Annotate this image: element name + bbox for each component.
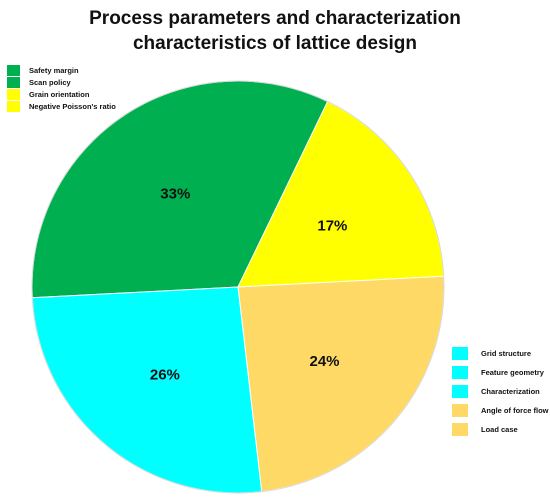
legend-swatch (7, 101, 20, 112)
legend-swatch (452, 385, 468, 398)
legend-label: Characterization (481, 387, 540, 396)
chart-title: Process parameters and characterization … (0, 6, 550, 56)
pie-slice-label-3: 24% (309, 353, 339, 370)
pie-outline (31, 80, 445, 494)
legend-swatch (7, 89, 20, 100)
legend-swatch (452, 347, 468, 360)
pie-slice-4 (31, 286, 263, 494)
legend-swatch (7, 65, 20, 76)
legend-swatch (452, 404, 468, 417)
pie-slice-label-1: 33% (160, 186, 190, 203)
legend-label: Negative Poisson's ratio (29, 102, 116, 111)
legend-label: Angle of force flow (481, 406, 549, 415)
pie-slice-3 (237, 275, 445, 493)
legend-label: Grid structure (481, 349, 532, 358)
pie-slice-label-2: 17% (317, 217, 347, 234)
legend-label: Load case (481, 425, 518, 434)
legend-swatch (452, 366, 468, 379)
legend-label: Grain orientation (29, 90, 90, 99)
legend-swatch (7, 77, 20, 88)
legend-swatch (452, 423, 468, 436)
chart-title-line-2: characteristics of lattice design (132, 33, 418, 54)
legend-label: Scan policy (29, 78, 71, 87)
legend-label: Safety margin (29, 66, 79, 75)
pie-slice-label-4: 26% (150, 367, 180, 384)
legend-label: Feature geometry (481, 368, 544, 377)
chart-title-line-1: Process parameters and characterization (89, 8, 461, 29)
